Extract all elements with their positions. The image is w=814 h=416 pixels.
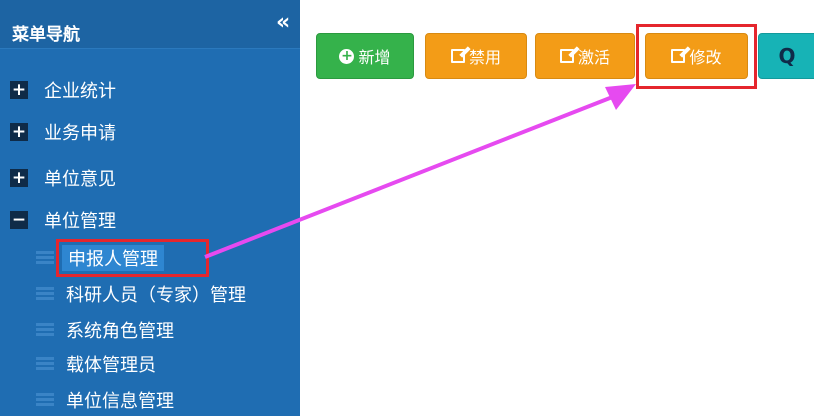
- menu-group-business-apply[interactable]: + 业务申请: [10, 118, 116, 146]
- highlight-box-edit: [636, 24, 757, 89]
- minus-icon: −: [10, 210, 28, 230]
- plus-circle-icon: +: [339, 47, 355, 64]
- sidebar-item-carrier-admin[interactable]: 载体管理员: [36, 350, 156, 378]
- list-icon: [36, 391, 54, 409]
- sidebar: 菜单导航 « + 企业统计 + 业务申请 + 单位意见 − 单位管理 申报人管理…: [0, 0, 300, 416]
- sidebar-header: 菜单导航 «: [0, 0, 300, 49]
- disable-button-label: 禁用: [468, 48, 501, 67]
- list-icon: [36, 355, 54, 373]
- search-icon: Q: [778, 44, 796, 68]
- sidebar-item-label: 单位信息管理: [66, 391, 174, 412]
- sidebar-item-label: 科研人员（专家）管理: [66, 285, 246, 306]
- sidebar-item-label: 系统角色管理: [66, 321, 174, 342]
- add-button-label: 新增: [358, 48, 391, 67]
- sidebar-item-role-management[interactable]: 系统角色管理: [36, 316, 174, 344]
- arrow-head: [605, 84, 636, 110]
- menu-group-enterprise-stats[interactable]: + 企业统计: [10, 76, 116, 104]
- list-icon: [36, 285, 54, 303]
- list-icon: [36, 321, 54, 339]
- sidebar-item-unit-info-management[interactable]: 单位信息管理: [36, 386, 174, 414]
- edit-icon: [559, 49, 574, 63]
- activate-button-label: 激活: [577, 48, 610, 67]
- activate-button[interactable]: 激活: [535, 33, 635, 79]
- sidebar-item-applicant-management[interactable]: 申报人管理: [36, 244, 164, 272]
- collapse-icon[interactable]: «: [276, 10, 291, 35]
- menu-group-label: 单位意见: [44, 169, 116, 190]
- plus-icon: +: [10, 168, 28, 188]
- edit-button[interactable]: 修改: [645, 33, 748, 79]
- menu-group-unit-opinion[interactable]: + 单位意见: [10, 164, 116, 192]
- list-icon: [36, 249, 54, 267]
- sidebar-item-researcher-management[interactable]: 科研人员（专家）管理: [36, 280, 246, 308]
- sidebar-item-label: 申报人管理: [62, 245, 164, 271]
- sidebar-item-label: 载体管理员: [66, 355, 156, 376]
- arrow-line: [204, 94, 616, 259]
- edit-button-label: 修改: [689, 48, 722, 67]
- add-button[interactable]: + 新增: [316, 33, 414, 79]
- plus-icon: +: [10, 80, 28, 100]
- edit-icon: [450, 49, 465, 63]
- menu-group-label: 企业统计: [44, 81, 116, 102]
- sidebar-title: 菜单导航: [12, 25, 80, 45]
- edit-icon: [671, 49, 686, 63]
- plus-icon: +: [10, 122, 28, 142]
- search-button[interactable]: Q: [758, 33, 814, 79]
- disable-button[interactable]: 禁用: [425, 33, 527, 79]
- menu-group-unit-management[interactable]: − 单位管理: [10, 206, 116, 234]
- menu-group-label: 业务申请: [44, 123, 116, 144]
- menu-group-label: 单位管理: [44, 211, 116, 232]
